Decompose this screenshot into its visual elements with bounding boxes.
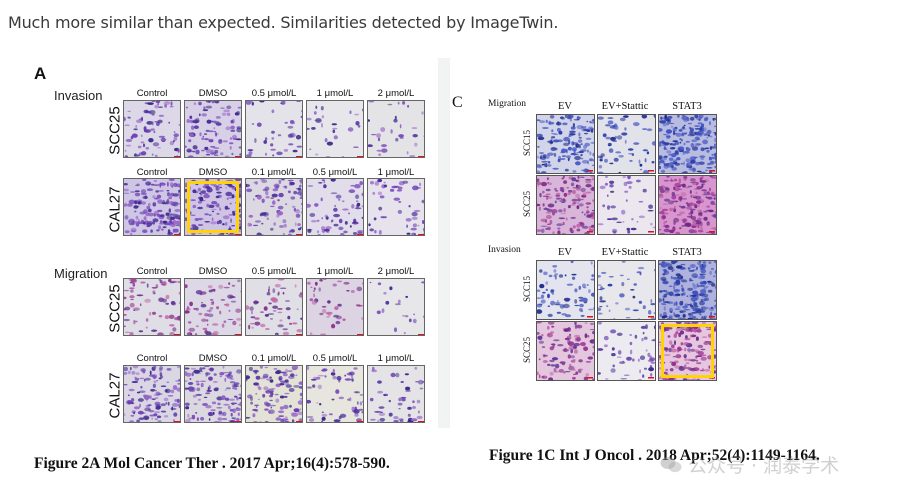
header-dose: 0.5 μmol/L: [312, 167, 358, 178]
micrograph-tile: [184, 278, 242, 336]
header-dose: 0.1 μmol/L: [251, 167, 297, 178]
micrograph-tile: [367, 178, 425, 236]
micrograph-tile: [597, 260, 656, 320]
header-dmso: DMSO: [198, 88, 228, 99]
caption-figure-2a: Figure 2A Mol Cancer Ther . 2017 Apr;16(…: [34, 455, 390, 472]
micrograph-tile: [597, 175, 656, 235]
header-dose: 2 μmol/L: [377, 88, 415, 99]
micrograph-tile: [367, 365, 425, 423]
row-label-scc15: SCC15: [522, 276, 532, 303]
header-dmso: DMSO: [198, 353, 228, 364]
micrograph-tile: [184, 365, 242, 423]
watermark: 公众号 · 润泰学术: [660, 451, 839, 478]
header-stat3: STAT3: [672, 247, 702, 258]
header-dose: 0.5 μmol/L: [251, 88, 297, 99]
row-label-scc25: SCC25: [522, 337, 532, 364]
micrograph-tile: [658, 175, 717, 235]
micrograph-tile: [367, 278, 425, 336]
figure-2a: A Invasion Migration Control DMSO 0.5 μm…: [20, 58, 438, 430]
panel-letter-c: C: [452, 94, 463, 111]
micrograph-tile: [306, 100, 364, 158]
micrograph-tile: [536, 260, 595, 320]
row-label-cal27: CAL27: [106, 186, 124, 233]
micrograph-tile: [597, 114, 656, 174]
header-stat3: STAT3: [672, 101, 702, 112]
micrograph-tile: [536, 114, 595, 174]
header-dose: 1 μmol/L: [316, 88, 354, 99]
row-label-scc15: SCC15: [522, 130, 532, 157]
invasion-label: Invasion: [54, 88, 103, 103]
micrograph-tile: [245, 365, 303, 423]
header-dmso: DMSO: [198, 266, 228, 277]
highlighted-micrograph-tile: [184, 178, 242, 236]
micrograph-tile: [123, 278, 181, 336]
header-control: Control: [136, 353, 168, 364]
micrograph-tile: [123, 178, 181, 236]
micrograph-tile: [306, 178, 364, 236]
header-dose: 1 μmol/L: [377, 353, 415, 364]
header-ev: EV: [558, 247, 572, 258]
watermark-text: 公众号 · 润泰学术: [688, 455, 840, 477]
row-label-cal27: CAL27: [106, 372, 124, 419]
header-control: Control: [136, 88, 168, 99]
header-dose: 1 μmol/L: [316, 266, 354, 277]
figure-1c: C Migration Invasion EV EV+Stattic STAT3…: [452, 88, 732, 388]
micrograph-tile: [123, 100, 181, 158]
micrograph-tile: [306, 278, 364, 336]
panel-divider: [438, 58, 450, 428]
wechat-icon: [660, 456, 682, 474]
invasion-label: Invasion: [488, 245, 521, 255]
header-ev-stattic: EV+Stattic: [601, 247, 649, 258]
header-control: Control: [136, 266, 168, 277]
micrograph-tile: [658, 114, 717, 174]
header-control: Control: [136, 167, 168, 178]
micrograph-tile: [245, 178, 303, 236]
micrograph-tile: [367, 100, 425, 158]
row-label-scc25: SCC25: [106, 284, 124, 333]
panel-letter-a: A: [34, 64, 47, 83]
micrograph-tile: [536, 175, 595, 235]
header-dose: 0.5 μmol/L: [251, 266, 297, 277]
header-dose: 1 μmol/L: [377, 167, 415, 178]
micrograph-tile: [658, 260, 717, 320]
micrograph-tile: [597, 321, 656, 381]
micrograph-tile: [184, 100, 242, 158]
row-label-scc25: SCC25: [522, 191, 532, 218]
header-dose: 0.1 μmol/L: [251, 353, 297, 364]
header-dose: 2 μmol/L: [377, 266, 415, 277]
migration-label: Migration: [54, 266, 108, 281]
micrograph-tile: [306, 365, 364, 423]
micrograph-tile: [245, 100, 303, 158]
micrograph-tile: [536, 321, 595, 381]
row-label-scc25: SCC25: [106, 106, 124, 155]
micrograph-tile: [123, 365, 181, 423]
header-ev-stattic: EV+Stattic: [601, 101, 649, 112]
migration-label: Migration: [488, 99, 526, 109]
header-ev: EV: [558, 101, 572, 112]
highlighted-micrograph-tile: [658, 321, 717, 381]
caption-figure-1c: Figure 1C Int J Oncol . 2018 Apr;52(4):1…: [489, 447, 820, 464]
intro-text: Much more similar than expected. Similar…: [8, 13, 559, 32]
micrograph-tile: [245, 278, 303, 336]
header-dose: 0.5 μmol/L: [312, 353, 358, 364]
header-dmso: DMSO: [198, 167, 228, 178]
